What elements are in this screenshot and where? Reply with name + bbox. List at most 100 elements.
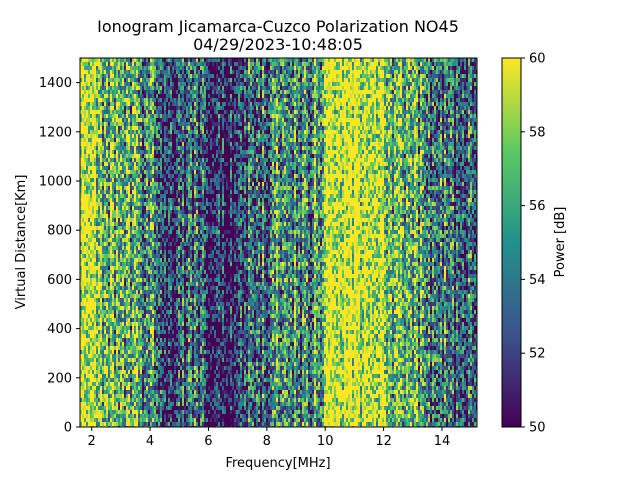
heatmap-cell: [90, 114, 93, 119]
heatmap-cell: [168, 118, 171, 123]
heatmap-cell: [158, 238, 161, 243]
heatmap-cell: [112, 214, 115, 219]
heatmap-cell: [154, 110, 157, 115]
heatmap-cell: [142, 126, 145, 131]
heatmap-cell: [104, 354, 107, 359]
heatmap-cell: [100, 326, 103, 331]
heatmap-cell: [86, 118, 89, 123]
heatmap-cell: [154, 310, 157, 315]
heatmap-cell: [182, 106, 185, 111]
heatmap-cell: [152, 190, 155, 195]
heatmap-cell: [80, 302, 83, 307]
heatmap-cell: [120, 362, 123, 367]
heatmap-cell: [154, 70, 157, 75]
heatmap-cell: [98, 302, 101, 307]
heatmap-cell: [82, 58, 85, 63]
heatmap-cell: [112, 86, 115, 91]
heatmap-cell: [184, 226, 187, 231]
heatmap-cell: [92, 202, 95, 207]
heatmap-cell: [120, 394, 123, 399]
heatmap-cell: [136, 58, 139, 63]
heatmap-cell: [102, 146, 105, 151]
heatmap-cell: [104, 258, 107, 263]
heatmap-cell: [96, 110, 99, 115]
heatmap-cell: [106, 306, 109, 311]
heatmap-cell: [108, 162, 111, 167]
heatmap-cell: [132, 298, 135, 303]
heatmap-cell: [92, 238, 95, 243]
heatmap-cell: [110, 314, 113, 319]
heatmap-cell: [176, 410, 179, 415]
heatmap-cell: [148, 342, 151, 347]
heatmap-cell: [164, 402, 167, 407]
heatmap-cell: [122, 134, 125, 139]
heatmap-cell: [112, 402, 115, 407]
heatmap-cell: [160, 422, 163, 427]
heatmap-cell: [178, 146, 181, 151]
heatmap-cell: [176, 354, 179, 359]
heatmap-cell: [138, 414, 141, 419]
heatmap-cell: [96, 230, 99, 235]
heatmap-cell: [178, 194, 181, 199]
heatmap-cell: [104, 166, 107, 171]
heatmap-cell: [156, 166, 159, 171]
heatmap-cell: [88, 154, 91, 159]
heatmap-cell: [106, 134, 109, 139]
heatmap-cell: [86, 130, 89, 135]
heatmap-cell: [88, 310, 91, 315]
heatmap-cell: [80, 294, 83, 299]
heatmap-cell: [124, 270, 127, 275]
heatmap-cell: [154, 62, 157, 67]
heatmap-cell: [138, 350, 141, 355]
heatmap-cell: [94, 354, 97, 359]
heatmap-cell: [132, 258, 135, 263]
heatmap-cell: [152, 362, 155, 367]
heatmap-cell: [154, 386, 157, 391]
heatmap-column: [152, 58, 155, 427]
heatmap-cell: [170, 190, 173, 195]
heatmap-cell: [170, 406, 173, 411]
heatmap-cell: [138, 182, 141, 187]
heatmap-cell: [126, 330, 129, 335]
heatmap-cell: [144, 374, 147, 379]
heatmap-cell: [170, 402, 173, 407]
heatmap-cell: [118, 138, 121, 143]
heatmap-cell: [126, 358, 129, 363]
heatmap-cell: [130, 382, 133, 387]
heatmap-cell: [140, 258, 143, 263]
heatmap-cell: [148, 374, 151, 379]
heatmap-cell: [96, 402, 99, 407]
heatmap-cell: [130, 102, 133, 107]
heatmap-cell: [160, 258, 163, 263]
heatmap-cell: [160, 390, 163, 395]
heatmap-cell: [184, 118, 187, 123]
heatmap-cell: [184, 238, 187, 243]
heatmap-cell: [150, 122, 153, 127]
heatmap-cell: [184, 346, 187, 351]
heatmap-cell: [84, 70, 87, 75]
heatmap-cell: [130, 186, 133, 191]
heatmap-cell: [140, 402, 143, 407]
heatmap-cell: [160, 402, 163, 407]
heatmap-cell: [142, 162, 145, 167]
heatmap-cell: [182, 158, 185, 163]
heatmap-cell: [106, 386, 109, 391]
heatmap-cell: [182, 186, 185, 191]
heatmap-cell: [144, 226, 147, 231]
heatmap-cell: [108, 70, 111, 75]
heatmap-cell: [184, 306, 187, 311]
heatmap-cell: [166, 146, 169, 151]
heatmap-cell: [178, 226, 181, 231]
heatmap-cell: [146, 218, 149, 223]
heatmap-cell: [90, 322, 93, 327]
heatmap-cell: [122, 414, 125, 419]
heatmap-cell: [104, 78, 107, 83]
heatmap-cell: [106, 170, 109, 175]
heatmap-cell: [164, 398, 167, 403]
heatmap-cell: [166, 150, 169, 155]
heatmap-cell: [90, 214, 93, 219]
heatmap-cell: [162, 178, 165, 183]
heatmap-cell: [94, 330, 97, 335]
heatmap-cell: [172, 62, 175, 67]
heatmap-cell: [122, 214, 125, 219]
